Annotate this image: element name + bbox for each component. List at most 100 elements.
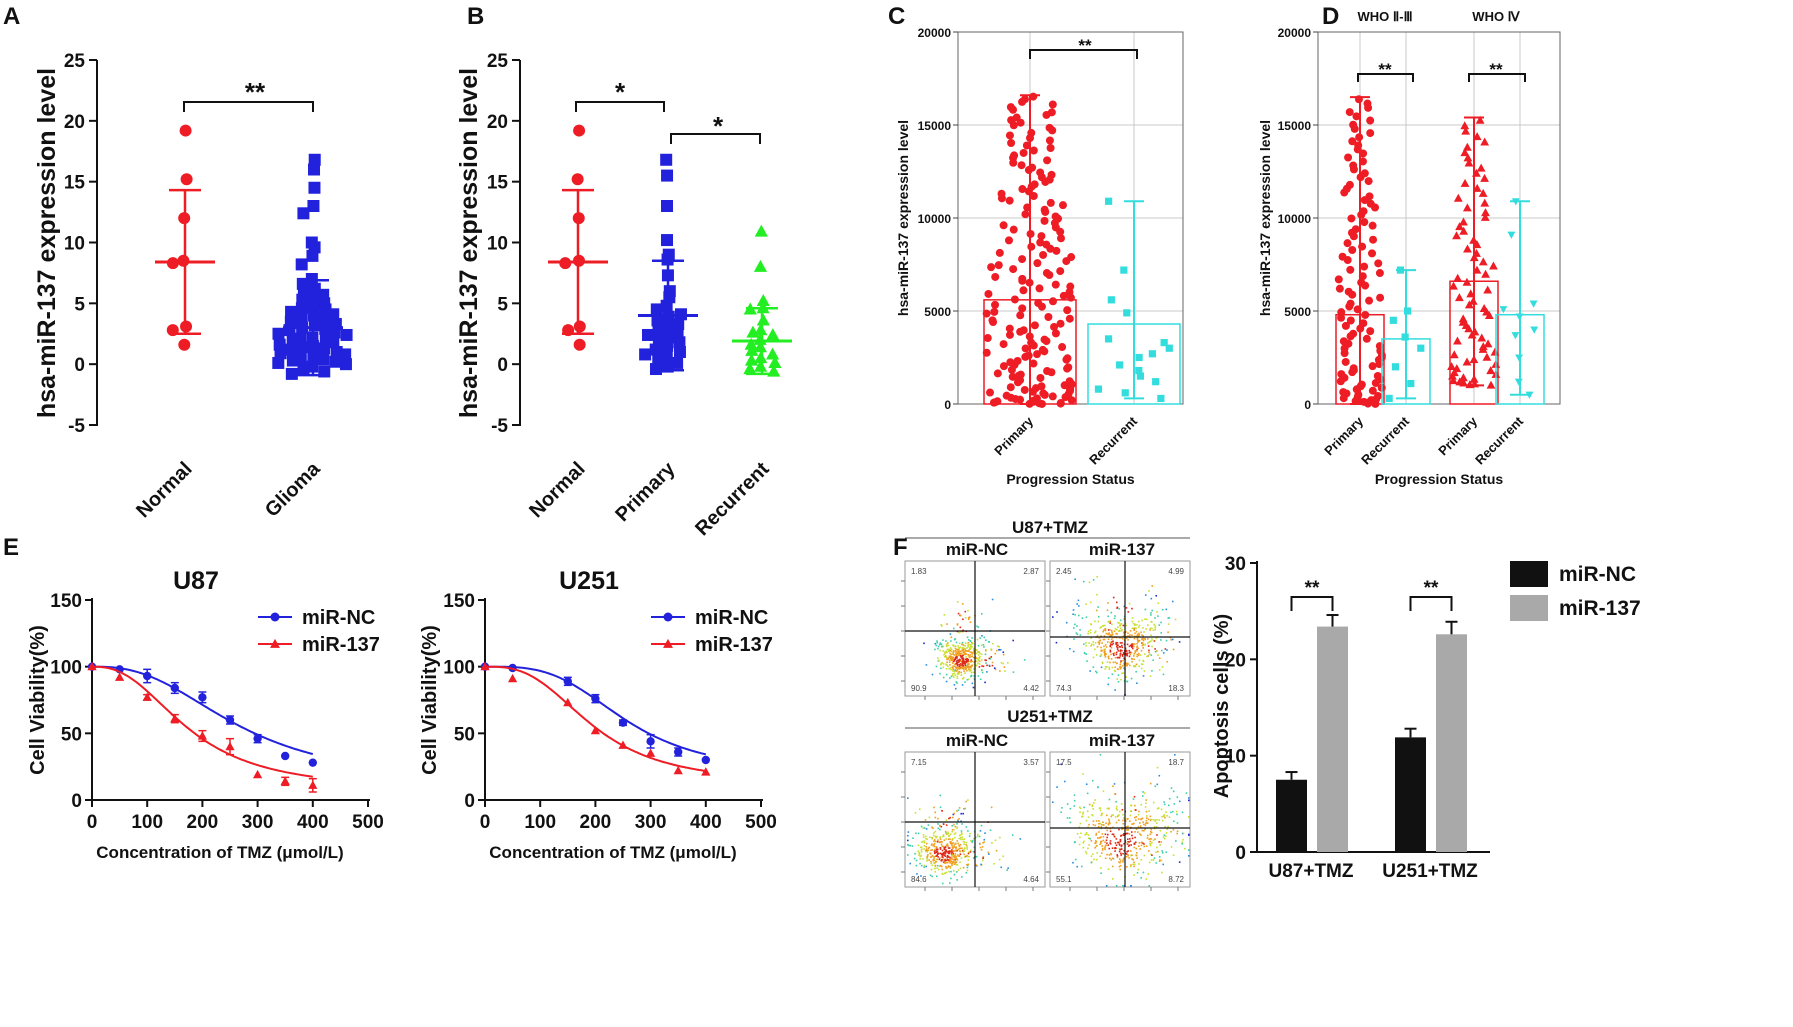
event-dot [1083, 806, 1085, 809]
event-dot [1135, 854, 1137, 857]
event-dot [1139, 654, 1142, 656]
event-dot [941, 849, 944, 852]
event-dot [1129, 634, 1131, 636]
event-dot [1114, 666, 1116, 669]
event-dot [951, 657, 954, 660]
event-dot [1123, 605, 1126, 608]
panel-label: B [467, 3, 484, 30]
data-point [143, 671, 152, 681]
event-dot [1136, 645, 1139, 648]
event-dot [1140, 859, 1143, 861]
x-tick-label: 200 [580, 812, 612, 833]
event-dot [1094, 842, 1096, 845]
event-dot [982, 841, 984, 844]
event-dot [1118, 646, 1121, 648]
event-dot [1099, 809, 1102, 812]
event-dot [955, 861, 958, 863]
event-dot [968, 660, 970, 663]
event-dot [963, 843, 965, 846]
event-dot [953, 660, 955, 662]
event-dot [1150, 853, 1152, 856]
x-tick-label: Glioma [261, 457, 325, 521]
event-dot [968, 616, 971, 619]
event-dot [933, 862, 935, 864]
event-dot [987, 851, 990, 854]
event-dot [1007, 662, 1009, 664]
data-point [1449, 281, 1458, 290]
data-point [1376, 293, 1385, 302]
event-dot [930, 844, 933, 846]
event-dot [1000, 661, 1003, 664]
event-dot [1144, 828, 1146, 831]
event-dot [954, 663, 956, 666]
panel-label: F [893, 534, 908, 561]
data-point [671, 356, 684, 369]
data-point [1407, 379, 1415, 388]
data-point [1029, 146, 1038, 155]
event-dot [1150, 818, 1152, 821]
event-dot [1087, 847, 1089, 850]
event-dot [1162, 673, 1165, 676]
data-point [673, 765, 683, 775]
event-dot [1137, 652, 1140, 655]
data-point [87, 661, 97, 671]
event-dot [973, 678, 976, 680]
event-dot [969, 665, 971, 668]
event-dot [1130, 850, 1132, 852]
data-point [1373, 371, 1382, 380]
event-dot [979, 830, 982, 832]
event-dot [1115, 807, 1118, 810]
event-dot [988, 664, 991, 667]
event-dot [1125, 832, 1128, 835]
event-dot [1109, 651, 1112, 653]
event-dot [923, 840, 926, 842]
event-dot [1150, 831, 1153, 834]
event-dot [945, 644, 948, 646]
event-dot [1060, 811, 1062, 814]
x-tick-label: Normal [132, 458, 196, 522]
data-point [1016, 311, 1025, 320]
event-dot [1181, 841, 1184, 844]
event-dot [934, 648, 936, 651]
event-dot [960, 836, 962, 839]
event-dot [933, 832, 935, 834]
data-point [1511, 332, 1520, 340]
event-dot [1102, 790, 1105, 793]
data-point [1472, 265, 1482, 274]
event-dot [1125, 663, 1128, 665]
significance-label: ** [1489, 60, 1503, 79]
event-dot [922, 827, 925, 829]
event-dot [1118, 858, 1121, 860]
event-dot [1175, 810, 1178, 813]
event-dot [931, 837, 934, 840]
event-dot [978, 651, 980, 654]
event-dot [952, 645, 955, 647]
event-dot [925, 846, 928, 848]
event-dot [1142, 635, 1144, 637]
event-dot [1127, 829, 1129, 831]
event-dot [946, 854, 949, 857]
data-point [180, 173, 193, 186]
event-dot [941, 625, 943, 627]
data-point [1039, 389, 1048, 398]
event-dot [1131, 834, 1133, 837]
event-dot [1152, 839, 1155, 841]
event-dot [994, 652, 997, 655]
data-point [1006, 103, 1015, 112]
event-dot [1123, 857, 1125, 860]
event-dot [1111, 673, 1114, 676]
event-dot [988, 657, 991, 660]
event-dot [927, 847, 930, 850]
event-dot [958, 817, 960, 820]
event-dot [1146, 822, 1148, 824]
event-dot [1103, 650, 1106, 652]
event-dot [949, 856, 951, 859]
event-dot [962, 648, 965, 651]
event-dot [979, 652, 981, 655]
event-dot [1141, 795, 1144, 797]
data-point [1369, 235, 1378, 244]
event-dot [978, 835, 981, 838]
event-dot [1116, 815, 1119, 818]
event-dot [1119, 840, 1122, 843]
event-dot [972, 857, 975, 859]
